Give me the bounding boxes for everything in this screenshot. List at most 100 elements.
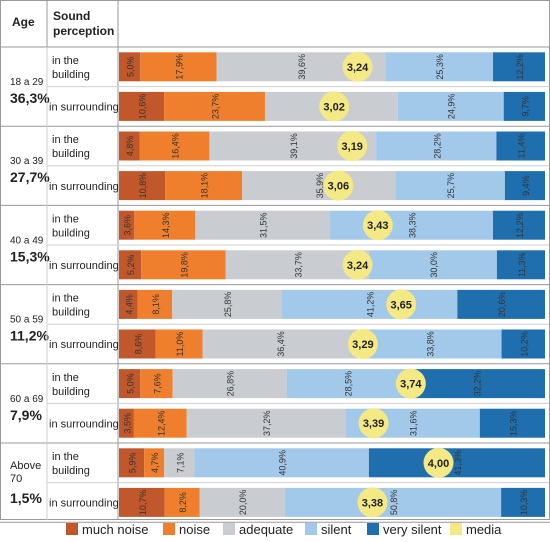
bar-segment-silent [286,369,408,399]
bar-segment-very-silent [503,91,545,121]
age-share-label: 15,3% [10,248,50,264]
header-age: Age [12,15,35,29]
data-label-noise: 16,4% [170,133,180,159]
data-label-much-noise: 5,0% [126,57,136,78]
data-label-noise: 11,0% [175,332,185,357]
data-label-noise: 17,9% [174,54,184,80]
data-label-silent: 38,3% [407,212,417,238]
bar-segment-much-noise [119,369,141,399]
bar-segment-adequate [199,487,285,517]
row-label-building: building [52,307,90,319]
bar-segment-very-silent [496,131,545,161]
data-label-adequate: 33,7% [293,252,303,278]
legend-swatch-noise [163,523,175,535]
bar-segment-much-noise [119,91,165,121]
data-label-silent: 41,2% [366,292,376,318]
age-range-label: 40 a 49 [10,235,44,246]
data-label-very-silent: 12,2% [515,54,525,80]
data-label-noise: 12,4% [156,410,166,436]
row-label-surrounding: in surrounding [49,498,119,510]
data-label-adequate: 25,8% [223,292,233,318]
bar-segment-noise [133,408,187,438]
bar-segment-noise [155,329,203,359]
data-label-very-silent: 10,2% [519,331,529,357]
bar-segment-noise [140,369,173,399]
data-label-noise: 4,7% [150,453,160,474]
legend-label-noise: noise [179,521,211,537]
data-label-silent: 50,8% [389,490,399,516]
data-label-much-noise: 5,9% [128,453,138,474]
age-share-label: 27,7% [10,169,50,185]
bar-segment-much-noise [119,408,134,438]
legend-swatch-media [450,523,462,535]
data-label-adequate: 26,8% [226,371,236,397]
row-label-building: building [52,465,90,477]
bar-segment-adequate [172,289,282,319]
data-label-silent: 33,8% [426,331,436,357]
bar-segment-very-silent [493,52,545,82]
data-label-very-silent: 11,4% [517,134,527,159]
media-value-label: 3,24 [347,62,369,74]
data-label-very-silent: 10,3% [519,490,529,516]
row-label-surrounding: in surrounding [49,102,119,114]
data-label-much-noise: 3,6% [123,215,133,236]
data-label-adequate: 36,4% [276,331,286,357]
bar-segment-silent [194,448,369,478]
bar-segment-much-noise [119,171,166,201]
data-label-very-silent: 9,4% [521,175,531,196]
data-label-very-silent: 32,2% [472,371,482,397]
bar-segment-silent [395,171,505,201]
media-marker [358,408,389,439]
age-range-label: Above [10,460,41,472]
data-label-adequate: 7,1% [175,453,185,474]
bar-segment-adequate [186,408,346,438]
age-share-label: 7,9% [10,407,42,423]
row-label-building: building [52,69,90,81]
row-label-building: building [52,386,90,398]
bar-segment-noise [140,52,217,82]
media-value-label: 3,43 [367,220,388,232]
data-label-adequate: 31,5% [258,212,268,238]
media-marker [362,210,393,241]
bar-segment-silent [329,210,493,240]
legend-item-adequate: adequate [223,521,293,537]
bar-segment-silent [281,289,458,319]
media-value-label: 3,39 [363,418,384,430]
legend-label-silent: silent [321,521,352,537]
media-marker [337,131,368,161]
bar-segment-noise [165,171,243,201]
bar-segment-noise [139,131,210,161]
media-marker [347,329,378,359]
bar-segment-much-noise [119,52,141,82]
bar-segment-much-noise [119,448,145,478]
data-label-silent: 40,9% [278,450,288,476]
row-label-building: in the [52,134,79,146]
age-share-label: 36,3% [10,90,50,106]
data-label-noise: 8,2% [178,492,188,513]
row-label-building: in the [52,451,79,463]
age-range-label: 60 a 69 [10,394,44,405]
bar-segment-noise [134,210,196,240]
header-bg [0,0,118,47]
data-label-much-noise: 10,8% [138,173,148,199]
bar-segment-silent [357,329,502,359]
legend-swatch-adequate [223,523,235,535]
data-label-noise: 18,1% [200,173,210,199]
media-marker [323,170,354,201]
media-value-label: 3,24 [347,260,369,272]
data-label-much-noise: 5,2% [126,255,136,276]
data-label-silent: 25,3% [435,54,445,80]
data-label-silent: 25,7% [446,173,456,199]
legend-swatch-very-silent [367,523,379,535]
bar-segment-very-silent [496,250,545,280]
data-label-very-silent: 11,3% [517,252,527,277]
data-label-very-silent: 41,3% [453,450,463,476]
row-label-surrounding: in surrounding [49,339,119,351]
age-share-label: 1,5% [10,490,42,506]
data-label-silent: 28,2% [432,133,442,159]
bar-segment-silent [284,487,502,517]
data-label-much-noise: 10,7% [138,490,148,516]
data-label-silent: 28,5% [343,371,353,397]
age-range-label: 50 a 59 [10,315,44,326]
